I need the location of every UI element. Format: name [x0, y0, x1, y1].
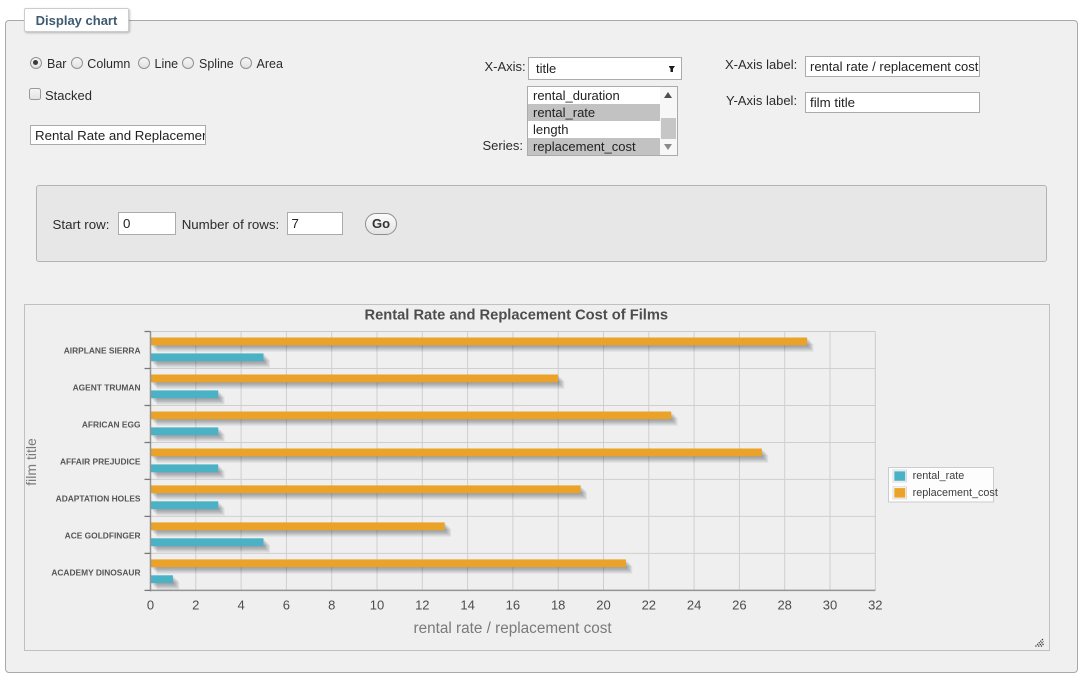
- svg-text:2: 2: [192, 598, 199, 613]
- svg-text:ACE GOLDFINGER: ACE GOLDFINGER: [65, 531, 141, 541]
- svg-text:12: 12: [415, 598, 429, 613]
- svg-text:8: 8: [328, 598, 335, 613]
- svg-text:AIRPLANE SIERRA: AIRPLANE SIERRA: [64, 346, 141, 356]
- svg-text:AGENT TRUMAN: AGENT TRUMAN: [73, 383, 141, 393]
- svg-text:24: 24: [687, 598, 701, 613]
- svg-text:Rental Rate and Replacement Co: Rental Rate and Replacement Cost of Film…: [364, 308, 668, 324]
- svg-text:16: 16: [506, 598, 520, 613]
- svg-text:AFFAIR PREJUDICE: AFFAIR PREJUDICE: [60, 457, 141, 467]
- svg-text:film title: film title: [25, 438, 39, 486]
- svg-text:4: 4: [237, 598, 244, 613]
- svg-text:10: 10: [370, 598, 384, 613]
- svg-text:32: 32: [868, 598, 882, 613]
- svg-text:replacement_cost: replacement_cost: [913, 487, 998, 499]
- svg-text:ACADEMY DINOSAUR: ACADEMY DINOSAUR: [51, 568, 140, 578]
- svg-text:30: 30: [823, 598, 837, 613]
- svg-text:22: 22: [642, 598, 656, 613]
- svg-text:AFRICAN EGG: AFRICAN EGG: [82, 420, 141, 430]
- svg-text:ADAPTATION HOLES: ADAPTATION HOLES: [56, 494, 141, 504]
- svg-text:6: 6: [283, 598, 290, 613]
- svg-text:18: 18: [551, 598, 565, 613]
- svg-text:rental rate / replacement cost: rental rate / replacement cost: [414, 620, 613, 637]
- svg-text:rental_rate: rental_rate: [913, 470, 965, 482]
- svg-text:20: 20: [596, 598, 610, 613]
- svg-text:26: 26: [732, 598, 746, 613]
- svg-text:14: 14: [460, 598, 474, 613]
- svg-text:28: 28: [777, 598, 791, 613]
- svg-text:0: 0: [147, 598, 154, 613]
